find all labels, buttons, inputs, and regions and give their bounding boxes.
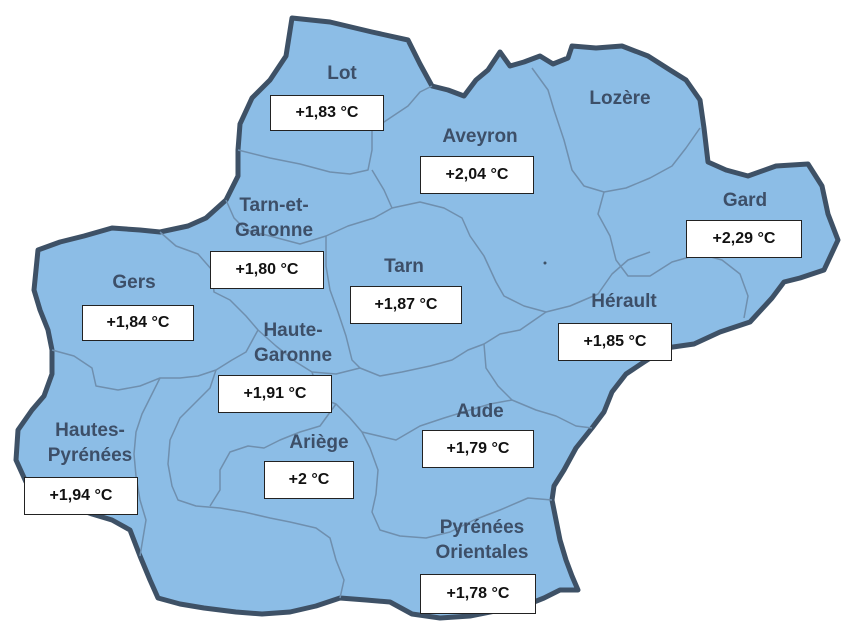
temp-box-herault: +1,85 °C — [558, 323, 672, 361]
dept-name-line: Pyrénées — [439, 517, 525, 538]
dept-name-tarn-et-garonne: Tarn-et- Garonne — [222, 193, 326, 243]
temp-box-hautes-pyrenees: +1,94 °C — [24, 477, 138, 515]
temp-box-ariege: +2 °C — [264, 461, 354, 499]
dept-name-tarn: Tarn — [384, 256, 424, 277]
dept-name-herault: Hérault — [591, 291, 657, 312]
temp-box-haute-garonne: +1,91 °C — [218, 375, 332, 413]
dept-name-line: Tarn-et- — [239, 195, 309, 216]
dept-name-lozere: Lozère — [589, 88, 651, 109]
dept-name-gard: Gard — [722, 190, 768, 211]
dept-name-pyrenees-orientales: Pyrénées Orientales — [420, 515, 544, 565]
dept-name-aude: Aude — [456, 401, 504, 422]
temp-box-tarn-et-garonne: +1,80 °C — [210, 251, 324, 289]
dept-name-line: Garonne — [234, 220, 314, 241]
dept-name-aveyron: Aveyron — [442, 126, 518, 147]
dept-name-haute-garonne: Haute- Garonne — [240, 318, 346, 368]
dept-name-gers: Gers — [112, 272, 156, 293]
temp-box-gers: +1,84 °C — [82, 305, 194, 341]
dept-name-ariege: Ariège — [289, 432, 349, 453]
temp-box-tarn: +1,87 °C — [350, 286, 462, 324]
temp-box-lot: +1,83 °C — [270, 95, 384, 131]
temp-box-aveyron: +2,04 °C — [420, 156, 534, 194]
dept-name-hautes-pyrenees: Hautes- Pyrénées — [38, 418, 142, 468]
dept-name-lot: Lot — [327, 63, 357, 84]
map-dot — [543, 261, 547, 265]
dept-name-line: Garonne — [253, 345, 333, 366]
temp-box-aude: +1,79 °C — [422, 430, 534, 468]
temp-box-pyrenees-orientales: +1,78 °C — [420, 574, 536, 614]
dept-name-line: Orientales — [435, 542, 529, 563]
dept-name-line: Pyrénées — [47, 445, 133, 466]
temp-box-gard: +2,29 °C — [686, 220, 802, 258]
department-borders — [51, 67, 749, 599]
dept-name-line: Hautes- — [55, 420, 125, 441]
dept-name-line: Haute- — [263, 320, 323, 341]
